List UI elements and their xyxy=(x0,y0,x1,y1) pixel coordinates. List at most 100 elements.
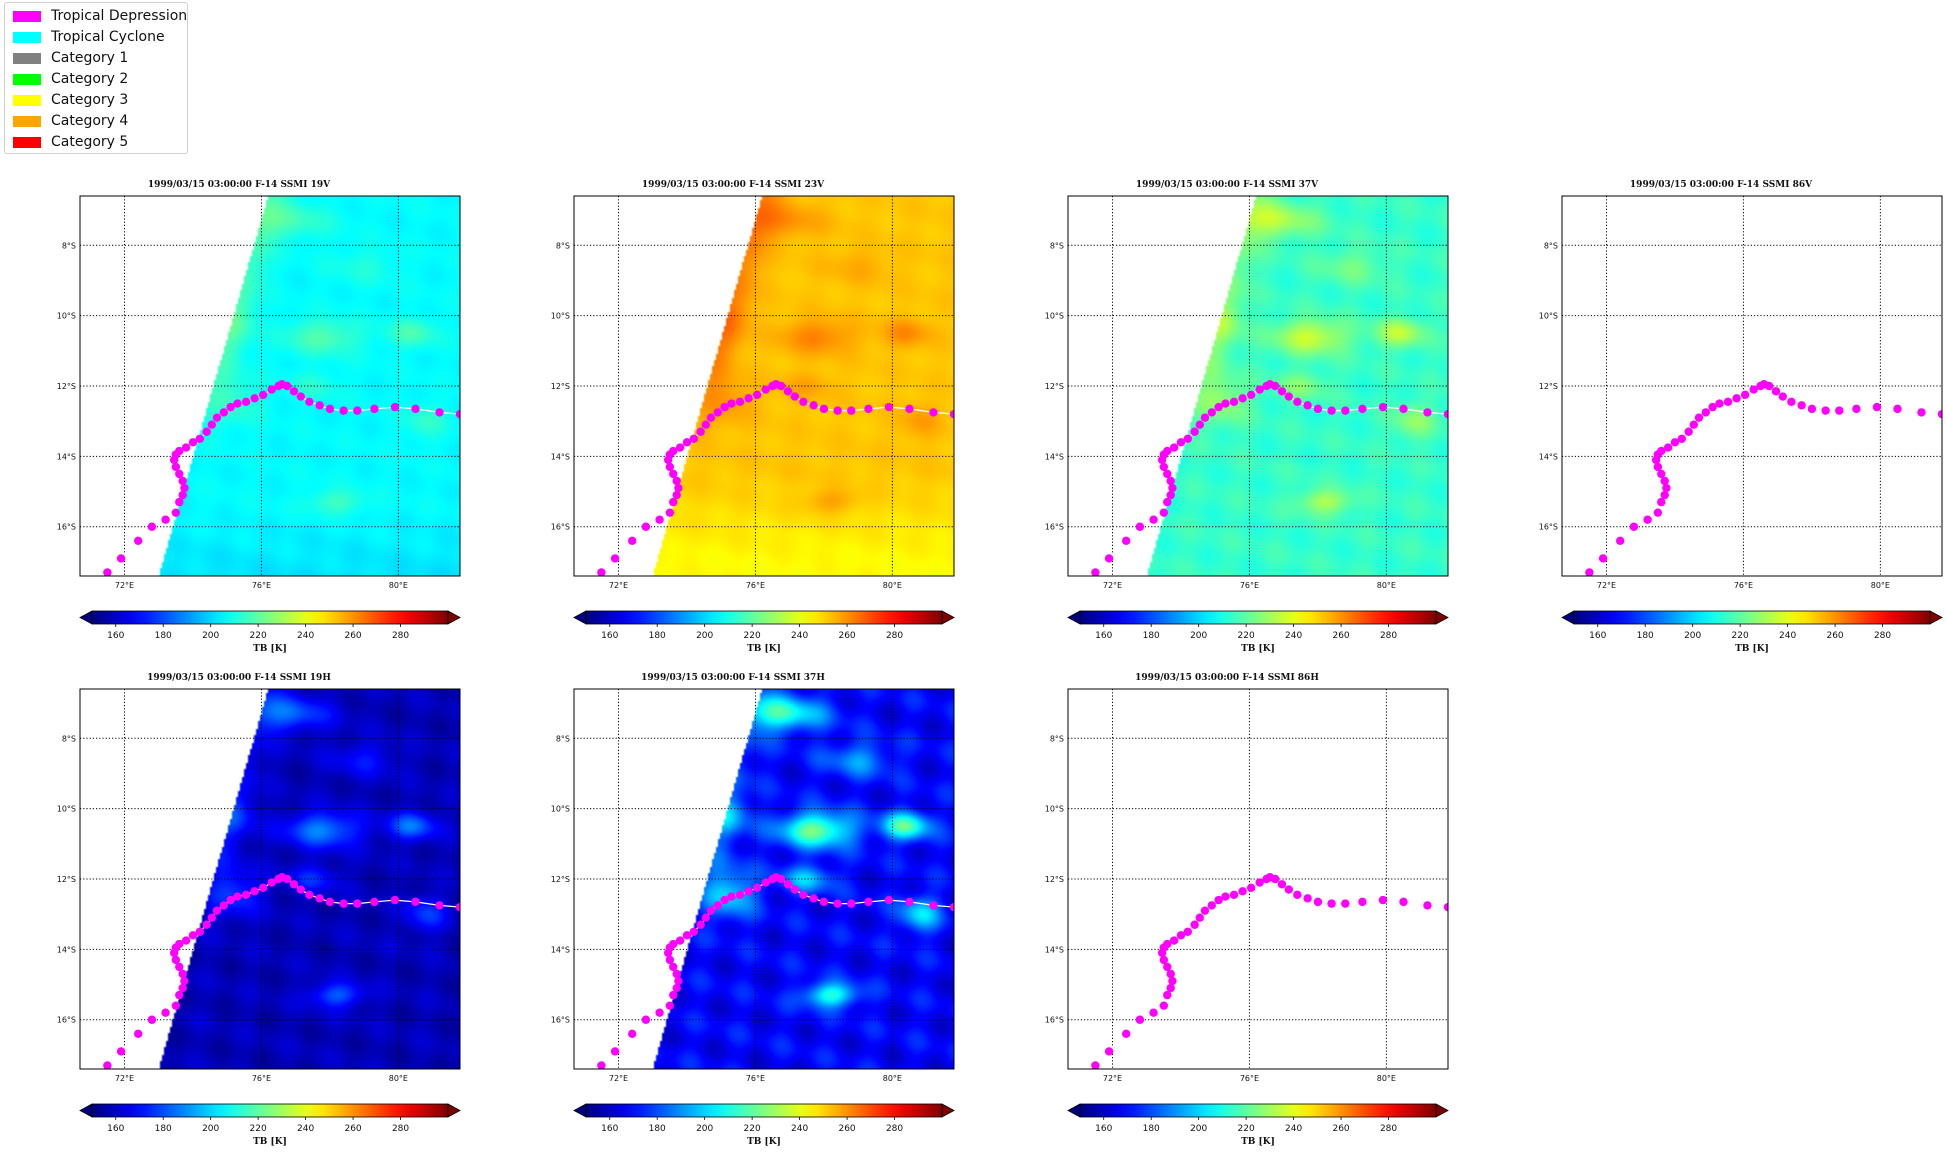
track-point xyxy=(1917,408,1926,417)
track-point xyxy=(1166,983,1175,993)
track-point xyxy=(1163,446,1172,456)
track-point xyxy=(1443,409,1448,419)
track-point xyxy=(250,394,259,403)
track-point xyxy=(411,897,420,907)
track-point xyxy=(390,895,400,905)
colorbar-gradient xyxy=(586,1104,942,1117)
track-point xyxy=(181,443,191,452)
colorbar-frame xyxy=(1079,610,1437,625)
colorbar-tick-label: 280 xyxy=(1380,1124,1397,1134)
track-point xyxy=(133,1029,143,1039)
track-point xyxy=(783,387,793,396)
lon-tick-label: 80°E xyxy=(883,1074,902,1083)
track-point xyxy=(1313,404,1323,414)
colorbar-tick-label: 240 xyxy=(297,631,314,641)
track-point xyxy=(627,536,637,546)
track-point xyxy=(1677,434,1687,443)
track-point xyxy=(864,897,873,907)
colorbar-tick-label: 180 xyxy=(649,1124,666,1134)
track-point xyxy=(1190,427,1199,436)
track-point xyxy=(178,490,187,500)
colorbar-tick-label: 260 xyxy=(838,1124,855,1134)
colorbar: 160 180 200 220 240 260 280 TB [K] xyxy=(1067,610,1449,654)
lat-tick-label: 10°S xyxy=(57,805,76,814)
track-point xyxy=(1723,397,1733,407)
track-point xyxy=(207,913,217,922)
colorbar-tick-label: 200 xyxy=(202,1124,219,1134)
track-point xyxy=(675,443,685,452)
track-point xyxy=(1341,899,1350,908)
lat-tick-label: 8°S xyxy=(1050,241,1064,250)
colorbar-tick-label: 240 xyxy=(791,1124,808,1134)
legend-item-tropical-cyclone: Tropical Cyclone xyxy=(13,27,165,47)
colorbar-tick-label: 280 xyxy=(886,631,903,641)
lon-tick-label: 76°E xyxy=(1240,1074,1259,1083)
map-frame xyxy=(1561,195,1943,577)
lon-tick-label: 76°E xyxy=(252,1074,271,1083)
colorbar-label: TB [K] xyxy=(1241,644,1275,654)
storm-track xyxy=(1585,380,1942,576)
colorbar-label: TB [K] xyxy=(1735,644,1769,654)
track-point xyxy=(1121,536,1131,546)
track-point xyxy=(905,404,914,414)
track-point xyxy=(1255,878,1264,887)
colorbar-tick-label: 220 xyxy=(1238,1124,1255,1134)
panel-title: 1999/03/15 03:00:00 F-14 SSMI 19V xyxy=(148,180,331,190)
colorbar-extend-max xyxy=(447,1103,461,1118)
track-point xyxy=(1195,913,1205,922)
track-point xyxy=(411,404,420,414)
track-point xyxy=(669,939,678,949)
track-point xyxy=(250,887,259,896)
track-point xyxy=(175,446,184,456)
lon-tick-label: 80°E xyxy=(1377,581,1396,590)
track-point xyxy=(1771,387,1781,396)
track-point xyxy=(161,515,170,524)
track-point xyxy=(847,899,856,908)
colorbar-label: TB [K] xyxy=(747,1137,781,1147)
track-point xyxy=(833,899,842,908)
track-point xyxy=(669,446,678,456)
track-point xyxy=(455,902,460,912)
track-point xyxy=(289,387,299,396)
track-point xyxy=(296,885,306,894)
track-point xyxy=(1246,883,1256,892)
track-point xyxy=(799,397,808,407)
lat-tick-label: 16°S xyxy=(1045,523,1064,532)
track-point xyxy=(1327,899,1336,908)
track-point xyxy=(325,404,335,414)
colorbar-gradient xyxy=(1080,611,1436,624)
track-point xyxy=(1200,413,1210,422)
track-point xyxy=(1303,894,1312,903)
lat-tick-label: 14°S xyxy=(551,945,570,954)
track-point xyxy=(212,413,222,422)
colorbar-tick-label: 260 xyxy=(1332,631,1349,641)
lon-tick-label: 72°E xyxy=(1103,1074,1122,1083)
colorbar-label: TB [K] xyxy=(747,644,781,654)
legend-swatch xyxy=(13,31,41,43)
track-point xyxy=(706,906,716,915)
track-point xyxy=(1715,399,1724,408)
track-point xyxy=(1684,427,1693,436)
track-point xyxy=(1207,901,1216,910)
track-point xyxy=(1303,401,1312,410)
colorbar-frame xyxy=(585,1103,943,1118)
legend-swatch xyxy=(13,73,41,85)
colorbar-gradient xyxy=(1574,611,1930,624)
colorbar: 160 180 200 220 240 260 280 TB [K] xyxy=(1067,1103,1449,1147)
track-point xyxy=(1166,969,1175,979)
lat-tick-label: 10°S xyxy=(1045,312,1064,321)
track-point xyxy=(1399,897,1408,907)
map-chart: 1999/03/15 03:00:00 F-14 SSMI 37V 72°E 76… xyxy=(1045,180,1449,654)
track-point xyxy=(226,402,235,412)
track-point xyxy=(761,878,770,887)
colorbar-gradient xyxy=(92,1104,448,1117)
lat-tick-label: 8°S xyxy=(1050,734,1064,743)
track-point xyxy=(1358,404,1367,414)
lat-tick-label: 8°S xyxy=(1544,241,1558,250)
storm-track xyxy=(597,380,954,576)
map-frame xyxy=(79,688,461,1070)
track-point xyxy=(1284,392,1294,401)
map-frame xyxy=(1067,195,1449,577)
track-point xyxy=(1778,392,1788,401)
track-point xyxy=(776,874,786,884)
